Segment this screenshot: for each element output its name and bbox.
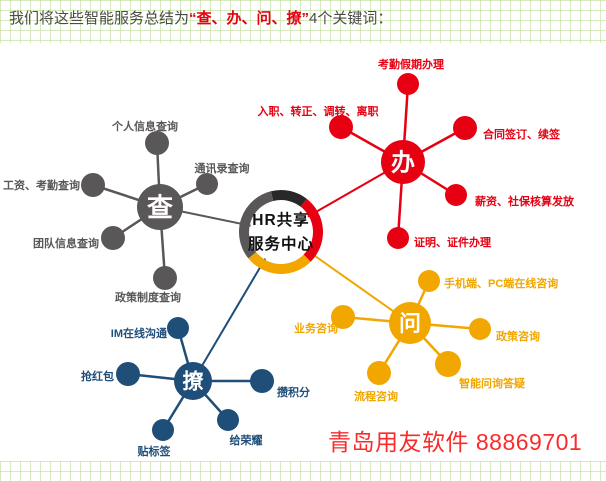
- satellite-dot-cha: [145, 131, 169, 155]
- satellite-dot-liao: [250, 369, 274, 393]
- center-ring-segment-gray: [239, 191, 274, 259]
- satellite-dot-ban: [329, 115, 353, 139]
- satellite-label-liao: 贴标签: [137, 444, 172, 458]
- satellite-label-ban: 入职、转正、调转、离职: [258, 104, 379, 118]
- center-ring-segment-black: [270, 190, 307, 207]
- title-keywords: “查、办、问、撩”: [189, 10, 310, 27]
- satellite-dot-wen: [367, 361, 391, 385]
- satellite-dot-ban: [397, 73, 419, 95]
- hub-glyph-ban: 办: [391, 150, 415, 177]
- hub-cha: [137, 184, 183, 230]
- center-ring-core: [250, 201, 312, 263]
- satellite-label-ban: 证明、证件办理: [414, 235, 491, 249]
- satellite-label-wen: 智能问询答疑: [459, 376, 525, 390]
- satellite-dot-wen: [331, 305, 355, 329]
- satellite-label-wen: 流程咨询: [354, 389, 398, 403]
- satellite-dot-cha: [153, 266, 177, 290]
- grid-top-strip: [0, 0, 606, 43]
- satellite-dot-cha: [101, 226, 125, 250]
- satellite-dot-ban: [387, 227, 409, 249]
- satellite-label-liao: 抢红包: [81, 369, 114, 383]
- satellite-dot-cha: [81, 173, 105, 197]
- satellite-dot-ban: [445, 184, 467, 206]
- satellite-label-cha: 政策制度查询: [115, 290, 181, 304]
- satellite-label-liao: 给荣耀: [230, 433, 263, 447]
- hub-glyph-liao: 撩: [183, 370, 205, 394]
- watermark-text: 青岛用友软件 88869701: [328, 429, 583, 455]
- center-ring-segment-red: [300, 198, 323, 262]
- hub-ban: [381, 140, 425, 184]
- satellite-dot-wen: [435, 351, 461, 377]
- title-prefix: 我们将这些智能服务总结为: [9, 10, 190, 27]
- hub-glyph-cha: 查: [147, 192, 173, 222]
- page-title: 我们将这些智能服务总结为“查、办、问、撩”4个关键词：: [9, 7, 392, 28]
- satellite-label-cha: 工资、考勤查询: [3, 178, 80, 192]
- satellite-label-cha: 个人信息查询: [111, 119, 178, 133]
- satellite-label-cha: 通讯录查询: [195, 161, 250, 175]
- satellite-dot-liao: [167, 317, 189, 339]
- satellite-label-liao: 攒积分: [277, 385, 310, 399]
- satellite-label-wen: 手机端、PC端在线咨询: [444, 276, 558, 290]
- satellite-label-ban: 合同签订、续签: [483, 127, 561, 141]
- satellite-label-wen: 业务咨询: [294, 321, 338, 335]
- satellite-label-liao: IM在线沟通: [111, 326, 167, 340]
- hub-glyph-wen: 问: [399, 311, 421, 336]
- center-label-line1: HR共享: [252, 210, 309, 229]
- satellite-dot-wen: [469, 318, 491, 340]
- satellite-dot-liao: [217, 409, 239, 431]
- satellite-dot-wen: [418, 270, 440, 292]
- grid-bottom-strip: [0, 461, 606, 481]
- title-suffix: 4个关键词：: [309, 10, 393, 27]
- satellite-label-wen: 政策咨询: [496, 329, 540, 343]
- satellite-dot-ban: [453, 116, 477, 140]
- center-ring-segment-amber: [248, 251, 311, 274]
- satellite-label-ban: 考勤假期办理: [378, 57, 444, 71]
- satellite-dot-liao: [116, 362, 140, 386]
- hub-wen: [389, 302, 431, 344]
- satellite-dot-cha: [196, 173, 218, 195]
- center-label-line2: 服务中心: [248, 234, 314, 253]
- hub-liao: [174, 362, 212, 400]
- satellite-dot-liao: [152, 419, 174, 441]
- satellite-label-cha: 团队信息查询: [33, 236, 99, 250]
- satellite-label-ban: 薪资、社保核算发放: [475, 194, 575, 208]
